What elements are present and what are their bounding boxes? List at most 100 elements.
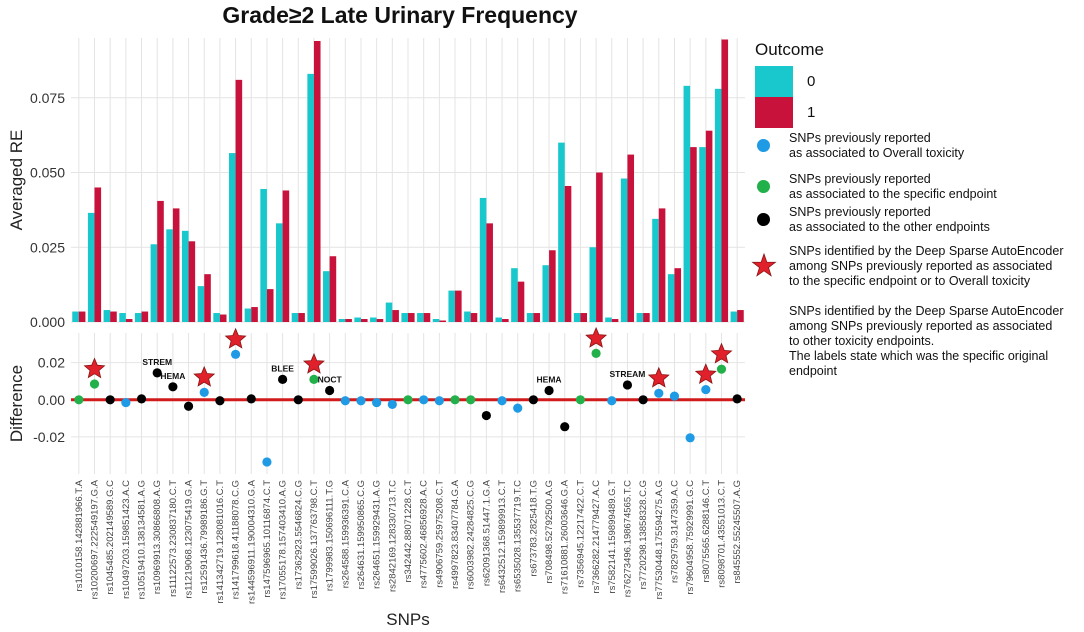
point-other (732, 394, 742, 404)
legend-overall-text: SNPs previously reported as associated t… (789, 131, 965, 160)
legend-other-dot (757, 213, 770, 226)
bar-series-1 (172, 208, 180, 322)
bar-series-0 (699, 147, 706, 322)
x-tick-label: rs71610881.26003646.G.A (560, 479, 571, 594)
bar-series-0 (573, 313, 581, 322)
x-tick-label: rs2842169.128330713.T.C (387, 480, 398, 592)
point-specific (466, 395, 476, 405)
x-tick-label: rs708498.52792500.A.G (544, 480, 555, 584)
point-overall (434, 396, 444, 406)
bar-series-0 (589, 247, 597, 322)
bar-series-0 (511, 268, 518, 322)
chart-title: Grade≥2 Late Urinary Frequency (222, 2, 577, 28)
x-tick-label: rs10519410.138134581.A.G (137, 480, 148, 599)
point-specific (309, 374, 319, 384)
point-other (246, 394, 256, 404)
x-tick-label: rs845552.55245507.A.G (732, 480, 743, 584)
bar-series-1 (94, 187, 102, 322)
bar-series-0 (448, 290, 456, 322)
point-specific (591, 348, 601, 359)
bar-series-0 (714, 88, 722, 323)
star-marker (224, 327, 247, 349)
legend-specific-dot (757, 180, 770, 193)
bar-series-1 (580, 313, 588, 322)
point-overall (121, 397, 131, 408)
x-tick-label: rs8075565.6288146.C.T (701, 480, 712, 583)
point-other (544, 385, 554, 396)
bar-series-1 (188, 241, 196, 322)
point-specific (575, 395, 586, 405)
point-other (481, 410, 491, 421)
bar-series-0 (495, 317, 503, 322)
legend-swatch-1 (755, 97, 793, 128)
endpoint-label: HEMA (160, 371, 185, 381)
x-tick-label: rs342442.88071228.C.T (403, 480, 414, 583)
bar-series-1 (705, 130, 713, 322)
point-other (622, 380, 633, 390)
bar-series-1 (251, 307, 258, 322)
bar-series-0 (87, 212, 95, 322)
bar-series-0 (401, 313, 408, 322)
point-overall (340, 396, 350, 406)
bar-series-0 (385, 302, 393, 322)
bar-series-1 (486, 223, 493, 322)
bar-series-0 (354, 317, 361, 322)
top-tick-label: 0.075 (30, 90, 65, 106)
endpoint-label: NOCT (318, 375, 343, 385)
bar-series-0 (307, 73, 314, 322)
x-tick-label: rs17362923.5546824.C.G (293, 480, 304, 589)
point-overall (497, 396, 507, 406)
top-tick-label: 0.025 (30, 239, 65, 255)
legend-other-text: SNPs previously reported as associated t… (789, 205, 990, 234)
x-tick-label: rs1799983.150696111.T.G (325, 480, 336, 591)
bar-series-0 (370, 317, 377, 322)
point-overall (262, 457, 272, 467)
bar-series-0 (291, 313, 299, 322)
star-marker (83, 357, 106, 379)
bottom-tick-label: 0.02 (38, 355, 65, 371)
bottom-tick-label: 0.00 (38, 392, 65, 408)
endpoint-label: STREM (142, 357, 172, 367)
x-tick-label: rs6003982.24284825.C.G (466, 480, 477, 589)
bar-series-1 (345, 319, 352, 322)
bar-series-1 (439, 320, 446, 322)
bar-series-1 (674, 268, 682, 322)
bar-series-1 (643, 313, 650, 322)
bar-series-1 (298, 313, 305, 322)
bar-series-1 (266, 289, 274, 322)
bar-series-0 (197, 286, 205, 322)
x-tick-label: rs76273496.198674565.T.C (622, 480, 633, 597)
bar-series-1 (517, 281, 525, 322)
chart-svg: Grade≥2 Late Urinary Frequency 0.000 0.025… (7, 2, 745, 629)
bar-series-1 (78, 311, 86, 322)
point-overall (669, 391, 680, 401)
legend-other-endpoints-text: SNPs identified by the Deep Sparse AutoE… (789, 304, 1064, 378)
bar-series-1 (360, 319, 368, 322)
x-tick-label: rs10200697.222549197.G.A (90, 479, 101, 599)
bar-series-1 (470, 313, 478, 322)
point-specific (89, 379, 100, 389)
x-tick-label: rs4775602.46856928.A.C (419, 480, 430, 588)
x-tick-label: rs673783.2825418.T.G (528, 480, 539, 577)
point-overall (701, 384, 711, 395)
x-tick-label: rs141799618.41188078.C.G (231, 480, 242, 599)
point-other (105, 395, 115, 405)
bar-series-1 (110, 311, 117, 322)
x-tick-label: rs264588.159936391.C.A (340, 479, 351, 588)
bar-series-1 (282, 190, 290, 322)
x-tick-label: rs11122573.230837180.C.T (168, 480, 179, 597)
bar-series-1 (235, 79, 243, 322)
bar-series-1 (125, 319, 133, 322)
x-tick-label: rs147596965.10116874.C.T (262, 480, 273, 598)
bar-series-1 (157, 200, 164, 322)
bar-series-1 (313, 40, 321, 323)
x-tick-label: rs1045485.202149589.G.C (105, 480, 116, 595)
x-tick-label: rs144596911.190004310.G.A (246, 479, 257, 604)
bar-series-0 (323, 271, 330, 322)
point-other (638, 395, 648, 405)
bar-series-1 (392, 310, 399, 322)
bar-series-1 (141, 311, 149, 322)
bar-series-0 (213, 313, 220, 322)
bar-series-0 (730, 311, 738, 322)
point-other (168, 382, 178, 392)
